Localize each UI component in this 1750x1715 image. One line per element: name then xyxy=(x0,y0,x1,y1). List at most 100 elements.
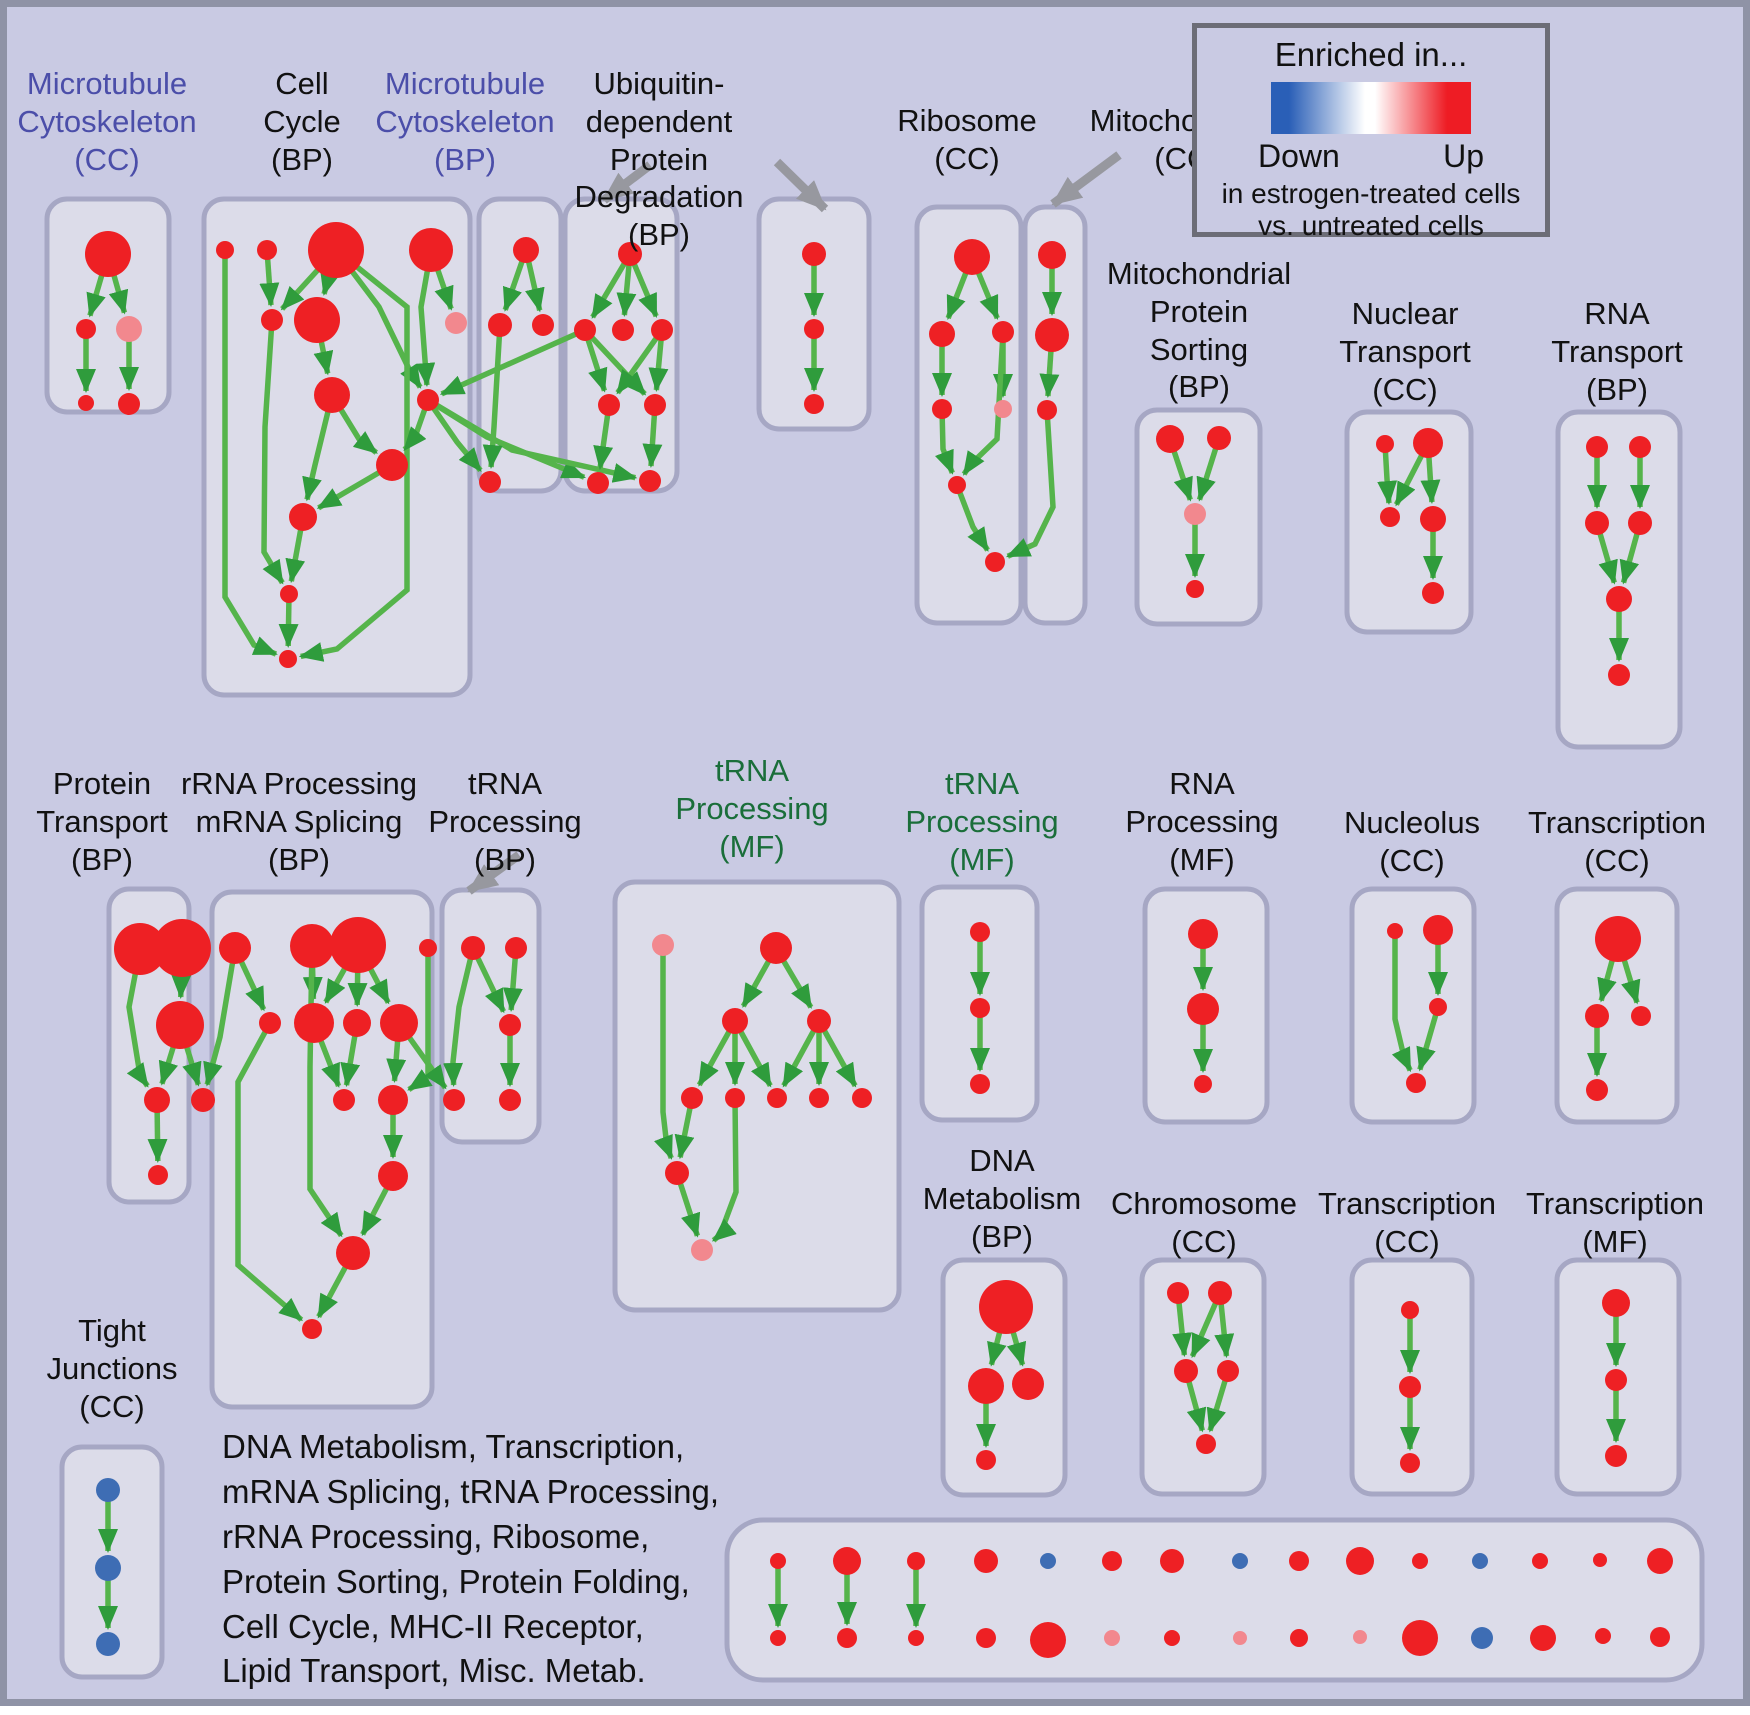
go-term-node-rrna.G-red xyxy=(343,1009,371,1037)
go-term-node-rnat.b-red xyxy=(1629,436,1651,458)
go-edge-ubA.r2c-to-ubA.r3a xyxy=(615,328,665,395)
go-term-node-misc.b2-red xyxy=(837,1628,857,1648)
go-term-node-ribo.pk-pink xyxy=(994,400,1012,418)
edges-layer xyxy=(76,151,1650,1630)
go-term-node-cc.b2-red xyxy=(376,449,408,481)
go-term-node-prot.n-red xyxy=(191,1088,215,1112)
go-term-node-rrna.L-red xyxy=(336,1236,370,1270)
go-term-node-prot.p2-red xyxy=(153,919,211,977)
go-edge-nucl.m-to-nucl.bot xyxy=(1416,1006,1441,1072)
go-term-node-misc.b5-red xyxy=(1030,1622,1066,1658)
go-term-node-trmf.c-red xyxy=(1605,1445,1627,1467)
go-term-node-ubA.r3b-red xyxy=(644,394,666,416)
go-term-node-chrom.tr-red xyxy=(1208,1281,1232,1305)
go-term-node-misc.b11-red xyxy=(1402,1620,1438,1656)
go-term-node-mito.s-red xyxy=(1037,400,1057,420)
go-term-node-trcc2.b-red xyxy=(1399,1376,1421,1398)
go-term-node-nucl.m-red xyxy=(1429,998,1447,1016)
go-term-node-misc.b8-pink xyxy=(1233,1631,1247,1645)
go-term-node-chrom.mr-red xyxy=(1217,1360,1239,1382)
go-term-node-ubB.c2-red xyxy=(804,319,824,339)
go-edge-trnamf1.mb-to-trnamf1.r5 xyxy=(816,1019,858,1088)
go-term-node-trnabp.tl-red xyxy=(461,936,485,960)
go-edge-nuct.a-to-nuct.c xyxy=(1377,443,1398,506)
go-term-node-misc.b9-red xyxy=(1290,1629,1308,1647)
go-term-node-rnapmf.c-red xyxy=(1194,1075,1212,1093)
go-term-node-rnat.c-red xyxy=(1585,511,1609,535)
cluster-box-nucl xyxy=(1349,886,1477,1125)
go-term-node-rrna.M-red xyxy=(302,1319,322,1339)
go-term-node-rrna.K-red xyxy=(378,1161,408,1191)
go-term-node-cc.pk-pink xyxy=(445,312,467,334)
go-term-node-misc.t9-red xyxy=(1289,1551,1309,1571)
legend-endpoint-labels: Down Up xyxy=(1258,138,1484,175)
go-term-node-chrom.tl-red xyxy=(1167,1282,1189,1304)
go-term-node-trnabp.tr-red xyxy=(505,937,527,959)
cluster-box-misc xyxy=(724,1517,1705,1683)
go-term-node-trnamf1.r1-red xyxy=(681,1087,703,1109)
go-term-node-mps.bot-red xyxy=(1186,580,1204,598)
go-term-node-tight.a-blue xyxy=(96,1478,120,1502)
go-edge-prot.p1-to-prot.p4 xyxy=(126,948,150,1088)
go-term-node-cc.bot-red xyxy=(279,650,297,668)
go-edge-mito.s-to-ribo.bot xyxy=(1005,409,1056,559)
go-term-node-mtbp.bot-red xyxy=(479,471,501,493)
go-term-node-misc.b7-red xyxy=(1164,1630,1180,1646)
go-term-node-trcc2.c-red xyxy=(1400,1453,1420,1473)
cluster-box-rnat xyxy=(1555,409,1683,750)
go-term-node-ubB.c3-red xyxy=(804,394,824,414)
go-term-node-misc.t13-red xyxy=(1532,1553,1548,1569)
go-edge-trnabp.tl-to-trnabp.bl xyxy=(443,947,476,1088)
go-term-node-ubA.b1-red xyxy=(587,472,609,494)
go-term-node-ubA.r2b-red xyxy=(612,319,634,341)
go-term-node-nuct.b-red xyxy=(1413,428,1443,458)
go-term-node-trcc1.r-red xyxy=(1631,1006,1651,1026)
go-term-node-cc.b3-red xyxy=(289,503,317,531)
go-term-node-trnabp.mid-red xyxy=(499,1014,521,1036)
go-term-node-cc.b1-red xyxy=(314,377,350,413)
go-term-node-trnamf2.b-red xyxy=(970,998,990,1018)
go-term-node-mtcc.b-red xyxy=(76,319,96,339)
go-term-node-misc.t2-red xyxy=(833,1547,861,1575)
go-term-node-trnamf1.pk2-pink xyxy=(691,1239,713,1261)
go-term-node-mtbp.mr-red xyxy=(532,314,554,336)
go-term-node-trnamf1.pk1-pink xyxy=(652,934,674,956)
go-term-node-mito.b-red xyxy=(1035,318,1069,352)
go-term-node-rnat.a-red xyxy=(1586,436,1608,458)
go-term-node-trnabp.bl-red xyxy=(443,1089,465,1111)
go-term-node-rnat.d-red xyxy=(1628,511,1652,535)
go-edge-ribo.mr-to-ribo.n4 xyxy=(961,331,1006,476)
go-term-node-trcc2.a-red xyxy=(1401,1301,1419,1319)
go-term-node-prot.p4-red xyxy=(144,1087,170,1113)
go-term-node-ubA.b2-red xyxy=(639,470,661,492)
go-term-node-rrna.A-red xyxy=(219,932,251,964)
go-term-node-misc.t8-blue xyxy=(1232,1553,1248,1569)
go-edge-cc.m1-to-cc.s6 xyxy=(261,319,285,585)
go-term-node-nucl.bot-red xyxy=(1406,1073,1426,1093)
go-term-node-misc.b4-red xyxy=(976,1628,996,1648)
go-term-node-misc.t3-red xyxy=(907,1552,925,1570)
go-term-node-dnam.big-red xyxy=(979,1280,1033,1334)
go-term-node-cc.m1-red xyxy=(261,309,283,331)
go-term-node-misc.t5-blue xyxy=(1040,1553,1056,1569)
go-term-node-cc.s6-red xyxy=(280,585,298,603)
go-term-node-mtcc.e-red xyxy=(118,393,140,415)
go-term-node-misc.b14-red xyxy=(1595,1628,1611,1644)
go-term-node-misc.t12-blue xyxy=(1472,1553,1488,1569)
go-term-node-cc.hub-red xyxy=(417,389,439,411)
go-term-node-misc.t4-red xyxy=(974,1549,998,1573)
go-term-node-misc.t7-red xyxy=(1160,1549,1184,1573)
cluster-box-nuct xyxy=(1344,409,1474,635)
go-term-node-cc.t4-red xyxy=(409,228,453,272)
legend-up-label: Up xyxy=(1443,138,1484,174)
go-term-node-trmf.a-red xyxy=(1602,1289,1630,1317)
go-term-node-rrna.D-red xyxy=(419,939,437,957)
go-term-node-rnapmf.b-red xyxy=(1187,993,1219,1025)
go-term-node-misc.b15-red xyxy=(1650,1627,1670,1647)
go-term-node-prot.p1-red xyxy=(114,923,166,975)
go-term-node-trcc1.bot-red xyxy=(1586,1079,1608,1101)
go-term-node-trnamf1.lo-red xyxy=(665,1161,689,1185)
go-term-node-misc.b13-red xyxy=(1530,1625,1556,1651)
